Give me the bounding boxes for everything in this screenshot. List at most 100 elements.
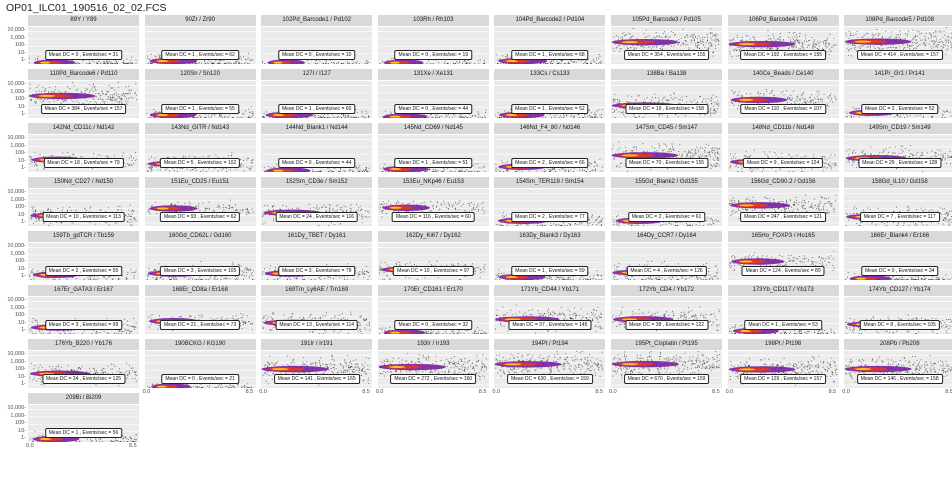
- event-point: [243, 63, 245, 64]
- event-point: [745, 150, 747, 152]
- event-point: [932, 117, 934, 118]
- event-point: [800, 95, 802, 97]
- event-point: [767, 156, 769, 158]
- event-point: [828, 95, 830, 97]
- event-point: [364, 169, 366, 171]
- event-point: [361, 115, 363, 117]
- event-point: [38, 220, 40, 222]
- event-point: [34, 213, 36, 215]
- event-point: [618, 111, 620, 113]
- event-point: [264, 63, 266, 64]
- event-point: [670, 31, 672, 32]
- event-point: [218, 114, 220, 116]
- event-point: [130, 210, 132, 212]
- event-point: [29, 62, 30, 64]
- event-point: [106, 63, 108, 64]
- event-point: [732, 38, 734, 40]
- event-point: [905, 155, 907, 157]
- event-point: [107, 157, 109, 159]
- event-point: [380, 167, 382, 169]
- event-point: [827, 45, 829, 47]
- event-point: [876, 29, 878, 30]
- event-point: [225, 171, 227, 172]
- event-point: [794, 42, 796, 44]
- event-point: [594, 112, 596, 114]
- event-point: [505, 63, 507, 64]
- event-point: [945, 53, 947, 55]
- event-point: [950, 43, 952, 45]
- event-point: [846, 161, 848, 163]
- event-point: [892, 152, 894, 154]
- event-point: [678, 151, 680, 152]
- event-point: [673, 157, 675, 159]
- event-point: [592, 117, 594, 118]
- event-point: [48, 92, 50, 94]
- event-point: [70, 209, 72, 211]
- event-point: [36, 164, 37, 166]
- event-point: [770, 91, 772, 93]
- event-point: [699, 156, 701, 158]
- event-point: [557, 61, 559, 63]
- event-point: [851, 117, 853, 118]
- event-point: [923, 115, 925, 117]
- event-point: [710, 156, 711, 158]
- event-point: [698, 41, 700, 43]
- facet-strip-label: 141Pr_Gr1 / Pr141: [844, 69, 952, 80]
- event-point: [121, 95, 123, 97]
- event-point: [458, 169, 460, 171]
- event-point: [430, 63, 432, 64]
- event-point: [193, 155, 195, 157]
- event-point: [828, 43, 830, 45]
- event-point: [32, 210, 34, 212]
- event-point: [695, 149, 697, 151]
- event-point: [717, 148, 719, 150]
- event-point: [355, 61, 357, 63]
- event-point: [633, 116, 635, 118]
- event-point: [715, 96, 717, 98]
- y-tick-label: 10-: [18, 49, 26, 56]
- event-point: [130, 97, 132, 99]
- event-point: [808, 101, 810, 103]
- event-point: [741, 40, 743, 42]
- facet-strip-label: 151Eu_CD25 / Eu151: [144, 177, 256, 188]
- facet-panel: 105Pd_Barcode3 / Pd105 Mean DC = 354 , Ev…: [611, 15, 722, 64]
- event-point: [786, 97, 788, 99]
- event-point: [94, 96, 96, 98]
- event-point: [484, 171, 486, 172]
- event-point: [248, 63, 250, 64]
- event-point: [319, 116, 321, 118]
- event-point: [121, 99, 123, 101]
- event-point: [436, 117, 438, 118]
- y-tick-label: 10-: [18, 211, 26, 218]
- event-point: [355, 116, 357, 118]
- event-point: [691, 101, 693, 103]
- facet-plot-area: Mean DC = 0 , Events/sec = 10: [261, 27, 373, 64]
- event-point: [656, 46, 658, 48]
- y-tick-label: 1-: [21, 165, 26, 172]
- event-point: [901, 149, 903, 151]
- event-point: [834, 164, 836, 166]
- event-point: [217, 170, 219, 172]
- density-core: [38, 94, 56, 97]
- event-point: [921, 155, 923, 157]
- event-point: [781, 91, 783, 93]
- event-point: [665, 144, 667, 146]
- event-point: [886, 47, 888, 49]
- event-point: [442, 171, 444, 172]
- event-point: [848, 38, 850, 39]
- event-point: [688, 48, 690, 50]
- event-point: [848, 160, 850, 162]
- event-point: [29, 83, 31, 85]
- event-point: [878, 154, 880, 156]
- event-point: [817, 90, 819, 92]
- event-point: [195, 63, 197, 64]
- event-point: [732, 39, 734, 41]
- event-point: [675, 113, 676, 115]
- event-point: [828, 48, 830, 50]
- event-point: [705, 156, 707, 158]
- event-point: [612, 47, 614, 49]
- event-point: [707, 36, 708, 38]
- event-point: [936, 45, 938, 47]
- event-point: [550, 61, 552, 63]
- event-point: [593, 59, 595, 61]
